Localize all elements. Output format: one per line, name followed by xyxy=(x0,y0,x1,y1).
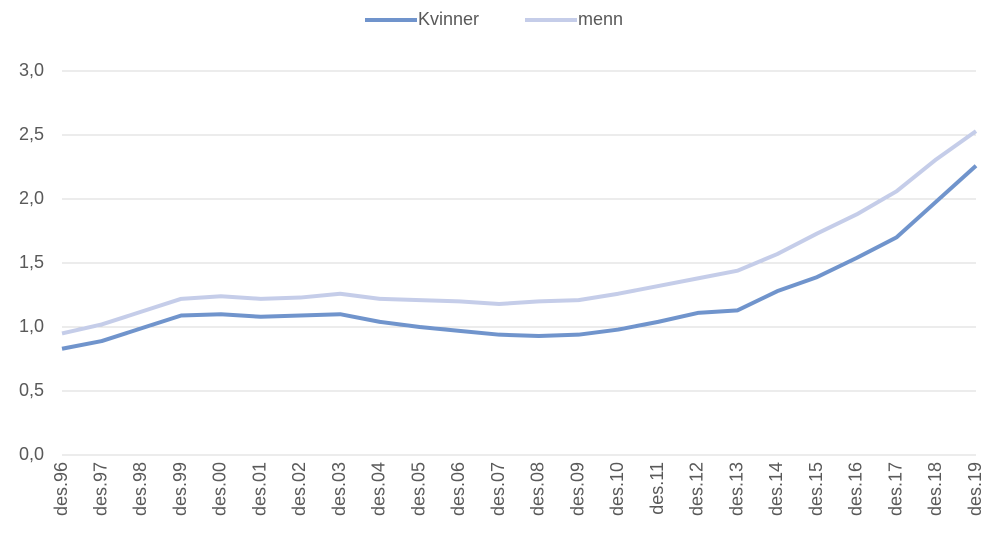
x-tick-label: des.99 xyxy=(170,462,190,516)
x-tick-label: des.02 xyxy=(289,462,309,516)
x-tick-label: des.13 xyxy=(726,462,746,516)
y-tick-label: 1,0 xyxy=(19,316,44,336)
x-tick-label: des.98 xyxy=(130,462,150,516)
x-tick-label: des.19 xyxy=(965,462,985,516)
x-tick-label: des.01 xyxy=(249,462,269,516)
x-tick-label: des.17 xyxy=(885,462,905,516)
y-tick-label: 0,5 xyxy=(19,380,44,400)
y-tick-label: 2,5 xyxy=(19,124,44,144)
x-tick-label: des.14 xyxy=(766,462,786,516)
x-tick-label: des.00 xyxy=(210,462,230,516)
x-tick-label: des.11 xyxy=(647,462,667,515)
x-tick-label: des.97 xyxy=(90,462,110,516)
legend-label: Kvinner xyxy=(418,9,479,29)
x-tick-label: des.18 xyxy=(925,462,945,516)
x-tick-label: des.16 xyxy=(846,462,866,516)
x-tick-label: des.15 xyxy=(806,462,826,516)
data-line xyxy=(61,129,978,336)
y-tick-label: 3,0 xyxy=(19,60,44,80)
legend-label: menn xyxy=(578,9,623,29)
y-tick-label: 2,0 xyxy=(19,188,44,208)
x-tick-label: des.12 xyxy=(687,462,707,516)
x-tick-label: des.07 xyxy=(488,462,508,516)
x-tick-label: des.06 xyxy=(448,462,468,516)
y-tick-label: 1,5 xyxy=(19,252,44,272)
x-tick-label: des.08 xyxy=(528,462,548,516)
x-tick-label: des.10 xyxy=(607,462,627,516)
x-tick-label: des.09 xyxy=(567,462,587,516)
x-tick-label: des.04 xyxy=(369,462,389,516)
y-tick-label: 0,0 xyxy=(19,444,44,464)
x-tick-label: des.96 xyxy=(51,462,71,516)
x-tick-label: des.03 xyxy=(329,462,349,516)
data-line xyxy=(61,164,978,351)
x-tick-label: des.05 xyxy=(408,462,428,516)
